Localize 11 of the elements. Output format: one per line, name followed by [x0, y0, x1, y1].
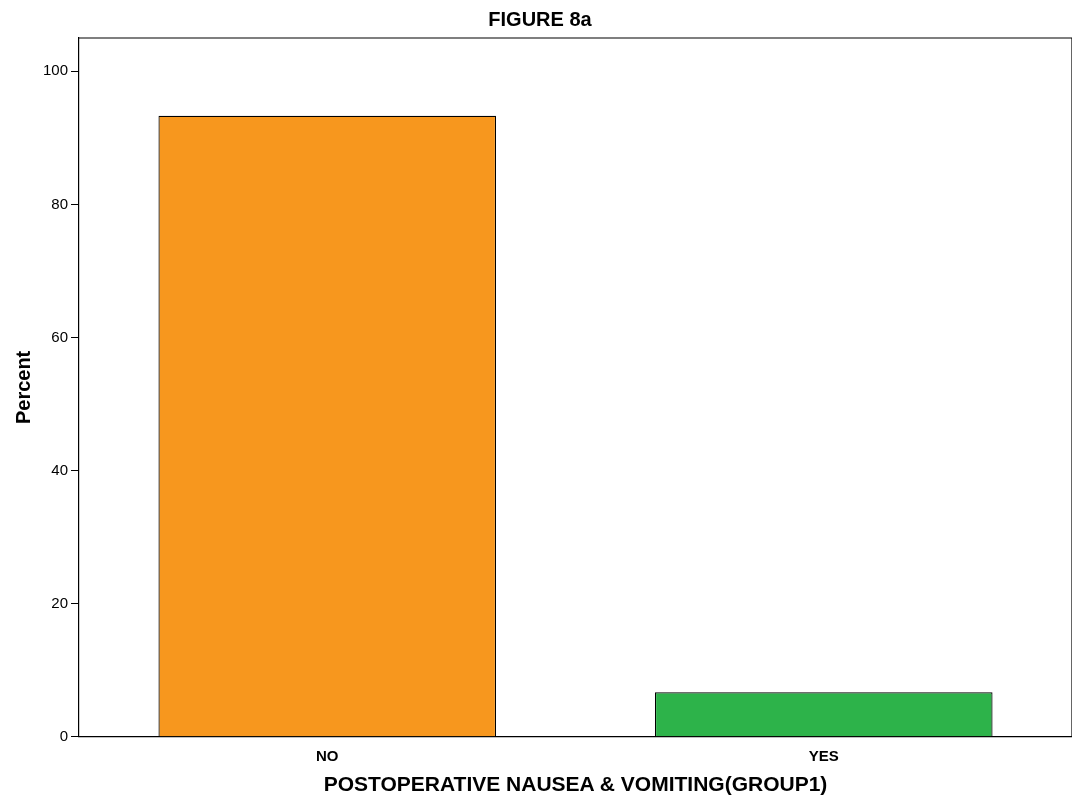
chart-title: FIGURE 8a: [488, 7, 593, 30]
y-tick-label: 60: [51, 327, 69, 345]
x-tick-label: YES: [808, 746, 839, 764]
y-tick-label: 40: [51, 460, 69, 478]
y-tick-label: 80: [51, 194, 69, 212]
x-axis-title: POSTOPERATIVE NAUSEA & VOMITING(GROUP1): [323, 772, 828, 796]
y-tick-label: 100: [43, 61, 69, 79]
y-tick-label: 0: [59, 726, 69, 744]
y-tick-label: 20: [51, 593, 69, 611]
x-tick-label: NO: [316, 746, 339, 764]
y-axis-title: Percent: [11, 350, 34, 425]
